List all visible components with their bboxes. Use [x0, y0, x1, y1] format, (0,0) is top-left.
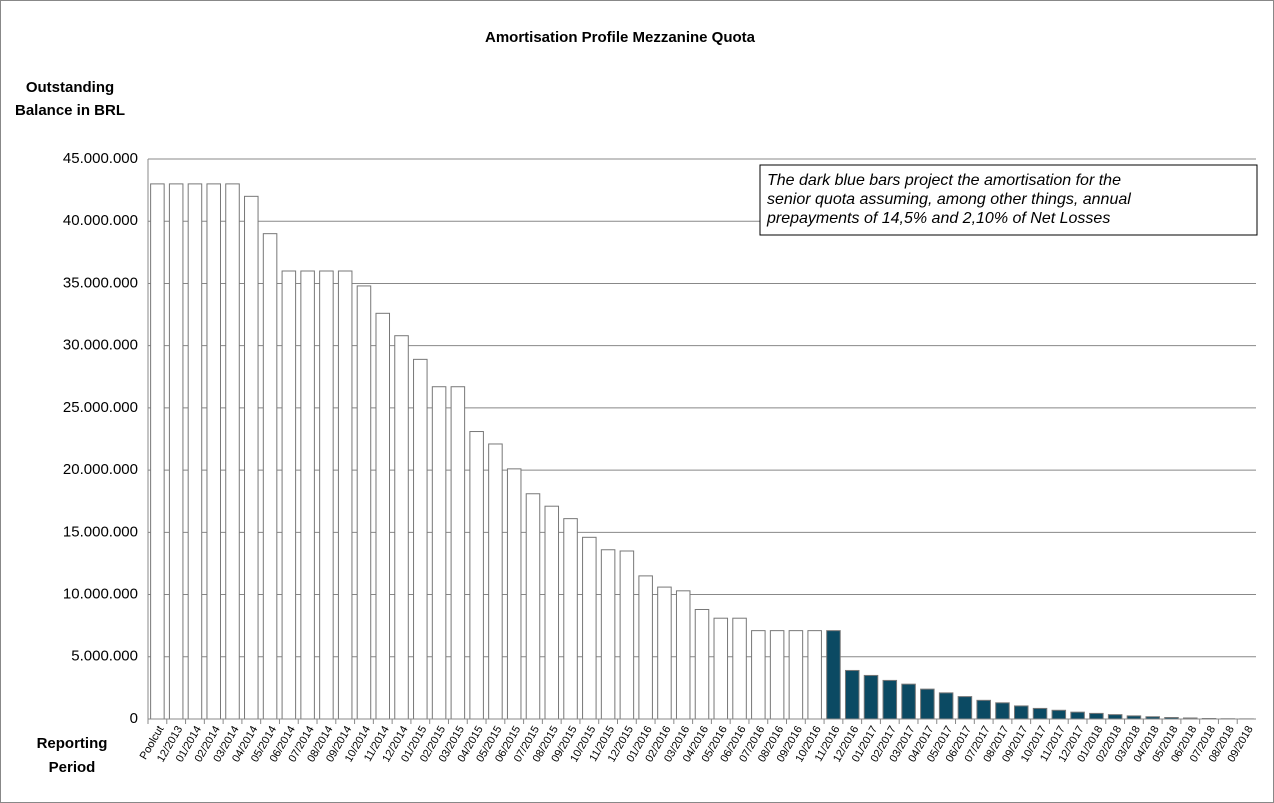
- bar: [657, 586, 672, 720]
- bar: [769, 630, 785, 720]
- y-axis-label: Outstanding: [26, 79, 114, 96]
- bar: [206, 183, 221, 720]
- x-axis-label: Reporting: [37, 735, 108, 752]
- bar: [375, 312, 391, 720]
- bar: [150, 183, 165, 720]
- bar: [262, 233, 278, 720]
- bar: [844, 669, 860, 720]
- annotation: senior quota assuming, among other thing…: [767, 191, 1131, 208]
- y-tick-label: 45.000.000: [63, 150, 138, 167]
- y-tick-label: 25.000.000: [63, 399, 138, 416]
- bar: [882, 679, 898, 720]
- y-tick-label: 5.000.000: [71, 648, 138, 665]
- y-tick-label: 10.000.000: [63, 586, 138, 603]
- bar: [582, 536, 597, 720]
- bar: [506, 468, 522, 720]
- bar: [300, 270, 315, 720]
- bar: [394, 335, 409, 720]
- bar: [1032, 707, 1048, 720]
- chart-title: Amortisation Profile Mezzanine Quota: [485, 29, 756, 46]
- bar: [713, 617, 729, 720]
- y-tick-label: 30.000.000: [63, 337, 138, 354]
- bar: [863, 674, 879, 720]
- bar: [244, 195, 259, 720]
- bar: [788, 630, 804, 720]
- bar: [920, 688, 935, 720]
- bar: [995, 702, 1010, 720]
- bar: [488, 443, 503, 720]
- bar: [938, 692, 954, 720]
- bar: [450, 386, 466, 720]
- annotation-box: [759, 164, 1258, 236]
- annotation: The dark blue bars project the amortisat…: [767, 172, 1121, 189]
- bar: [225, 183, 240, 720]
- bar: [431, 386, 447, 720]
- bar: [638, 575, 653, 720]
- y-tick-label: 15.000.000: [63, 523, 138, 540]
- bar: [1070, 711, 1085, 720]
- y-axis-label: Balance in BRL: [15, 102, 125, 119]
- bar: [1107, 714, 1123, 720]
- annotation: prepayments of 14,5% and 2,10% of Net Lo…: [766, 210, 1110, 227]
- bar: [281, 270, 297, 720]
- bar: [957, 696, 973, 720]
- bar: [1013, 705, 1029, 720]
- bar: [544, 505, 560, 720]
- bar: [600, 549, 616, 720]
- bar: [694, 608, 710, 720]
- bar: [901, 683, 916, 720]
- bar: [619, 550, 635, 720]
- bar: [1089, 712, 1104, 720]
- y-tick-label: 35.000.000: [63, 274, 138, 291]
- x-axis-label: Period: [49, 759, 96, 776]
- bar: [413, 358, 428, 720]
- bar: [751, 630, 766, 720]
- y-tick-label: 40.000.000: [63, 212, 138, 229]
- bar: [1051, 709, 1067, 720]
- bar: [563, 518, 578, 720]
- bar: [826, 630, 841, 720]
- bar: [356, 285, 372, 720]
- bar: [732, 617, 747, 720]
- bar: [187, 183, 203, 720]
- bar: [337, 270, 353, 720]
- bar: [807, 630, 822, 720]
- y-tick-label: 0: [130, 710, 138, 727]
- bar: [976, 699, 991, 720]
- bar: [675, 590, 691, 720]
- bar: [469, 431, 484, 720]
- bar: [525, 493, 541, 720]
- bar: [319, 270, 334, 720]
- bar: [168, 183, 184, 720]
- y-tick-label: 20.000.000: [63, 461, 138, 478]
